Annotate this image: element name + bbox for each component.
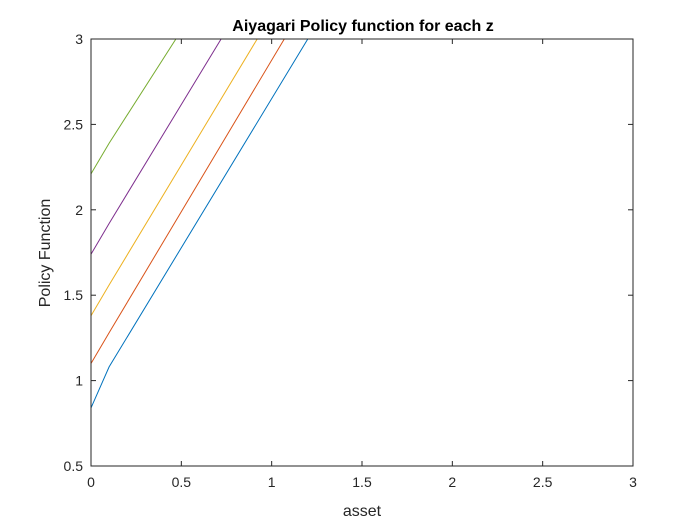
y-tick-label: 2.5	[64, 116, 84, 132]
x-tick-label: 1	[268, 474, 276, 490]
x-tick-label: 0	[87, 474, 95, 490]
y-axis-title: Policy Function	[37, 199, 54, 308]
x-axis-title: asset	[343, 503, 382, 520]
series-line-1	[90, 38, 633, 409]
y-tick-label: 2	[75, 202, 83, 218]
y-tick-label: 1.5	[64, 287, 84, 303]
x-tick-label: 2.5	[533, 474, 553, 490]
series-line-3	[90, 38, 633, 316]
series-line-4	[90, 38, 633, 255]
chart-title: Aiyagari Policy function for each z	[232, 18, 493, 35]
x-tick-label: 3	[629, 474, 637, 490]
x-tick-label: 1.5	[352, 474, 372, 490]
series-line-5	[90, 38, 633, 175]
plot-series-group	[90, 38, 633, 409]
y-tick-label: 3	[75, 31, 83, 47]
x-axis-ticks: 0 0.5 1 1.5 2 2.5 3	[87, 39, 637, 490]
x-tick-label: 0.5	[172, 474, 192, 490]
y-tick-label: 0.5	[64, 458, 84, 474]
plot-area-box	[90, 38, 634, 467]
x-tick-label: 2	[448, 474, 456, 490]
series-line-2	[90, 38, 633, 364]
y-tick-label: 1	[75, 373, 83, 389]
y-axis-ticks: 0.5 1 1.5 2 2.5 3	[64, 31, 633, 474]
